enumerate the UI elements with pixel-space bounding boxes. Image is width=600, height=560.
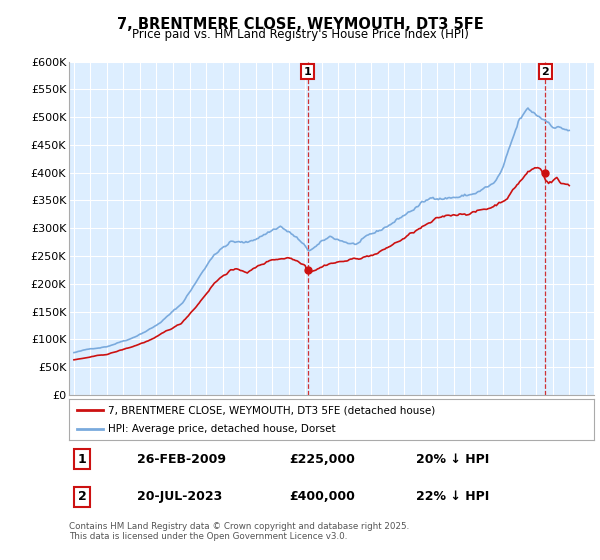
Text: £225,000: £225,000 — [290, 452, 355, 465]
Text: £400,000: £400,000 — [290, 491, 355, 503]
Text: HPI: Average price, detached house, Dorset: HPI: Average price, detached house, Dors… — [109, 424, 336, 433]
Text: 7, BRENTMERE CLOSE, WEYMOUTH, DT3 5FE (detached house): 7, BRENTMERE CLOSE, WEYMOUTH, DT3 5FE (d… — [109, 405, 436, 415]
Text: 2: 2 — [541, 67, 549, 77]
Text: 2: 2 — [78, 491, 86, 503]
Text: 20% ↓ HPI: 20% ↓ HPI — [415, 452, 489, 465]
Text: 1: 1 — [78, 452, 86, 465]
Text: 1: 1 — [304, 67, 311, 77]
Text: 26-FEB-2009: 26-FEB-2009 — [137, 452, 226, 465]
Text: 7, BRENTMERE CLOSE, WEYMOUTH, DT3 5FE: 7, BRENTMERE CLOSE, WEYMOUTH, DT3 5FE — [116, 17, 484, 32]
Text: Price paid vs. HM Land Registry's House Price Index (HPI): Price paid vs. HM Land Registry's House … — [131, 28, 469, 41]
Text: 22% ↓ HPI: 22% ↓ HPI — [415, 491, 489, 503]
Text: 20-JUL-2023: 20-JUL-2023 — [137, 491, 223, 503]
Text: Contains HM Land Registry data © Crown copyright and database right 2025.
This d: Contains HM Land Registry data © Crown c… — [69, 522, 409, 542]
